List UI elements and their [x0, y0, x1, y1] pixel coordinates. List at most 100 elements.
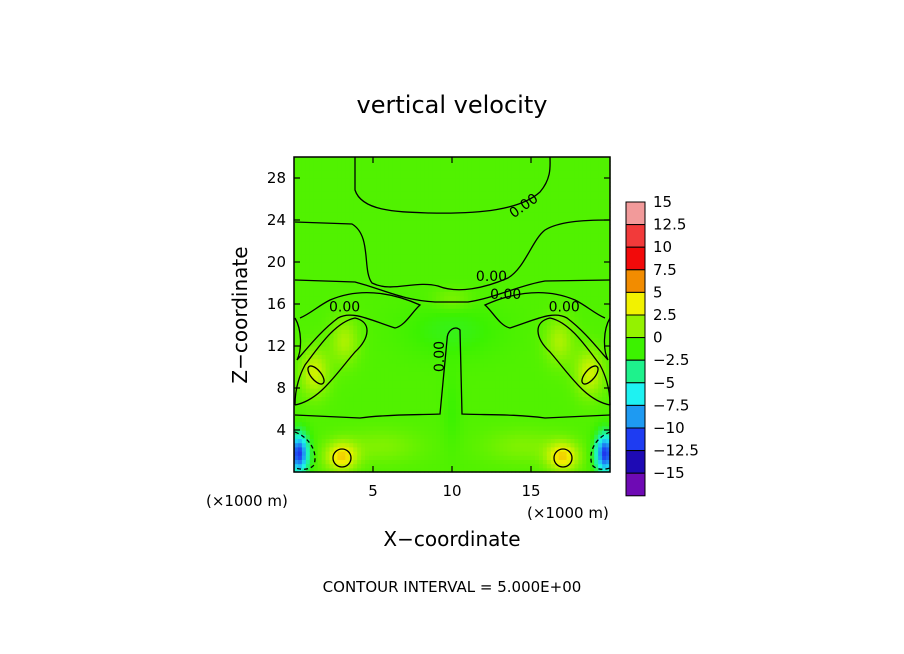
heatmap-cell — [376, 346, 382, 351]
heatmap-cell — [471, 203, 477, 208]
heatmap-cell — [325, 442, 331, 448]
heatmap-cell — [455, 173, 461, 179]
heatmap-cell — [511, 375, 516, 381]
heatmap-cell — [519, 207, 524, 213]
heatmap-cell — [349, 371, 354, 376]
heatmap-cell — [345, 182, 350, 187]
heatmap-cell — [479, 409, 485, 414]
heatmap-cell — [353, 354, 358, 360]
heatmap-cell — [452, 438, 457, 444]
heatmap-cell — [534, 341, 540, 347]
heatmap-cell — [333, 392, 339, 397]
heatmap-cell — [376, 396, 382, 402]
heatmap-cell — [463, 421, 469, 427]
heatmap-cell — [444, 375, 449, 381]
heatmap-cell — [531, 169, 536, 175]
heatmap-cell — [305, 157, 311, 162]
heatmap-cell — [495, 236, 500, 242]
heatmap-cell — [479, 215, 485, 221]
heatmap-cell — [424, 442, 429, 448]
heatmap-cell — [321, 312, 327, 318]
heatmap-cell — [495, 228, 500, 234]
heatmap-cell — [487, 379, 493, 385]
heatmap-cell — [455, 346, 461, 351]
heatmap-cell — [436, 392, 441, 397]
heatmap-cell — [317, 312, 323, 318]
heatmap-cell — [400, 308, 406, 313]
heatmap-cell — [329, 409, 335, 414]
heatmap-cell — [357, 467, 362, 473]
heatmap-cell — [329, 358, 335, 364]
heatmap-cell — [337, 312, 342, 318]
heatmap-cell — [507, 270, 512, 276]
heatmap-cell — [491, 392, 497, 397]
heatmap-cell — [436, 442, 441, 448]
heatmap-cell — [329, 274, 335, 280]
heatmap-cell — [373, 270, 378, 276]
heatmap-cell — [396, 434, 402, 439]
heatmap-cell — [550, 371, 556, 376]
heatmap-cell — [452, 396, 457, 402]
heatmap-cell — [507, 199, 512, 204]
heatmap-cell — [432, 442, 437, 448]
heatmap-cell — [380, 232, 386, 238]
heatmap-cell — [313, 283, 319, 288]
heatmap-cell — [534, 383, 540, 389]
heatmap-cell — [507, 304, 512, 309]
heatmap-cell — [384, 270, 390, 276]
heatmap-cell — [380, 358, 386, 364]
heatmap-cell — [546, 451, 552, 456]
heatmap-cell — [467, 392, 473, 397]
heatmap-cell — [361, 341, 366, 347]
heatmap-cell — [313, 434, 319, 439]
heatmap-cell — [301, 157, 307, 162]
heatmap-cell — [515, 241, 520, 246]
heatmap-cell — [542, 392, 548, 397]
heatmap-cell — [392, 341, 398, 347]
heatmap-cell — [297, 409, 303, 414]
heatmap-cell — [333, 312, 339, 318]
heatmap-cell — [309, 425, 315, 431]
heatmap-cell — [448, 375, 453, 381]
heatmap-cell — [325, 358, 331, 364]
heatmap-cell — [337, 354, 342, 360]
heatmap-cell — [495, 249, 500, 255]
heatmap-cell — [523, 446, 528, 452]
heatmap-cell — [337, 308, 342, 313]
heatmap-cell — [357, 295, 362, 301]
heatmap-cell — [361, 425, 366, 431]
heatmap-cell — [369, 274, 374, 280]
heatmap-cell — [400, 337, 406, 343]
heatmap-cell — [388, 346, 394, 351]
heatmap-cell — [452, 253, 457, 259]
heatmap-cell — [455, 253, 461, 259]
heatmap-cell — [432, 287, 437, 292]
heatmap-cell — [337, 299, 342, 305]
heatmap-cell — [531, 438, 536, 444]
heatmap-cell — [467, 182, 473, 187]
heatmap-cell — [365, 207, 370, 213]
heatmap-cell — [483, 169, 489, 175]
heatmap-cell — [297, 278, 303, 284]
heatmap-cell — [333, 388, 339, 393]
heatmap-cell — [369, 182, 374, 187]
heatmap-cell — [546, 337, 552, 343]
heatmap-cell — [495, 312, 500, 318]
heatmap-cell — [499, 434, 504, 439]
heatmap-cell — [455, 169, 461, 175]
heatmap-cell — [507, 451, 512, 456]
heatmap-cell — [515, 178, 520, 183]
heatmap-cell — [452, 182, 457, 187]
heatmap-cell — [345, 241, 350, 246]
heatmap-cell — [546, 421, 552, 427]
heatmap-cell — [519, 232, 524, 238]
heatmap-cell — [305, 178, 311, 183]
heatmap-cell — [519, 304, 524, 309]
heatmap-cell — [412, 346, 418, 351]
heatmap-cell — [345, 232, 350, 238]
heatmap-cell — [444, 241, 449, 246]
heatmap-cell — [471, 413, 477, 418]
heatmap-cell — [534, 194, 540, 200]
heatmap-cell — [294, 182, 299, 187]
heatmap-cell — [538, 350, 544, 355]
